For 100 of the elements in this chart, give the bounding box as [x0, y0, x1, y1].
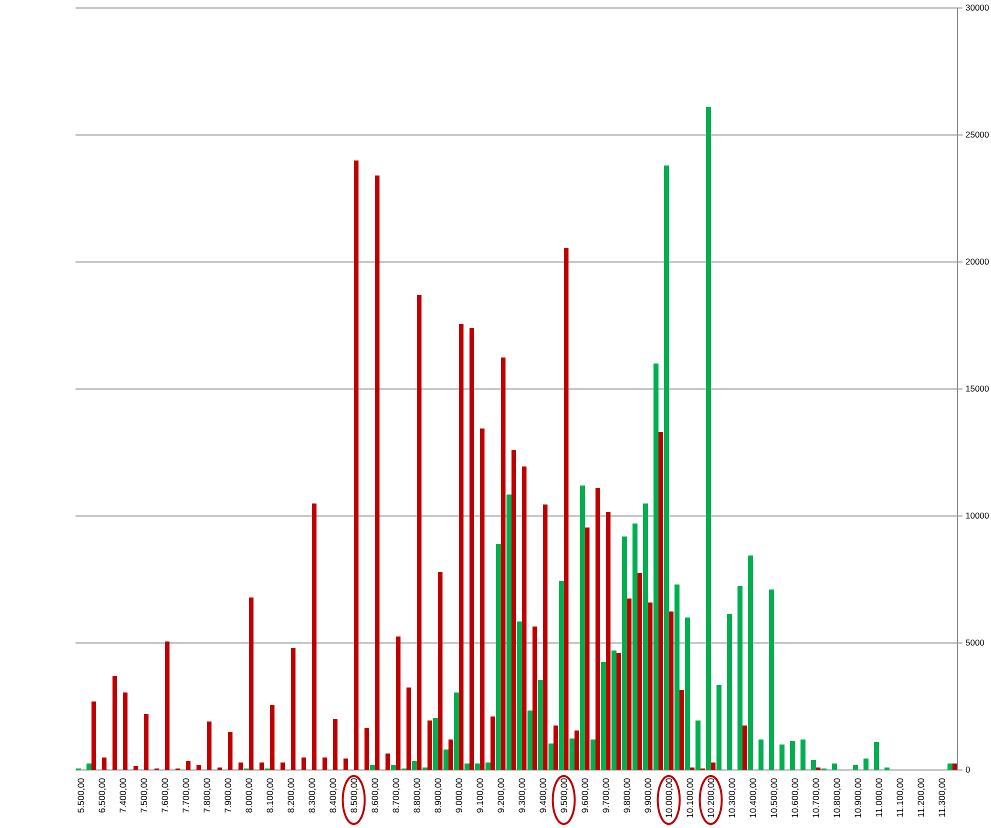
x-tick-label: 9.800,00: [622, 778, 632, 814]
x-tick-label: 11.300,00: [936, 778, 947, 818]
bar: [706, 107, 711, 770]
x-tick-label: 8.500,00: [348, 778, 359, 814]
bar: [496, 544, 501, 770]
x-tick-label: 9.700,00: [600, 778, 611, 814]
bar: [758, 740, 764, 770]
bar: [370, 764, 375, 770]
bar: [874, 742, 879, 770]
bar: [511, 450, 516, 770]
bar: [469, 328, 474, 770]
bar: [454, 692, 459, 770]
x-tick-label: 9.900,00: [642, 778, 653, 814]
x-tick-label: 10.800,00: [832, 778, 842, 818]
bar: [133, 766, 138, 770]
bar: [91, 701, 96, 770]
x-tick-label: 8.200,00: [286, 778, 296, 814]
bar: [622, 536, 627, 770]
x-tick-label: 8.300,00: [306, 778, 317, 814]
bar: [144, 714, 148, 770]
y-tick-label: 20000: [966, 256, 990, 267]
bar: [654, 364, 658, 770]
x-tick-label: 8.000,00: [244, 778, 254, 814]
x-tick-label: 8.900,00: [432, 778, 443, 814]
x-tick-label: 7.600,00: [160, 778, 170, 814]
bar: [532, 626, 537, 770]
bar: [800, 740, 806, 770]
x-tick-label: 10.100,00: [684, 778, 695, 818]
bar: [122, 692, 128, 770]
bar: [406, 687, 411, 770]
bar: [864, 758, 868, 770]
bar: [343, 758, 348, 770]
x-tick-label: 8.400,00: [328, 778, 338, 814]
bar: [538, 680, 543, 770]
bar: [685, 618, 690, 770]
bar: [522, 466, 526, 770]
bar: [811, 760, 816, 770]
bar: [228, 732, 232, 770]
bar: [559, 580, 564, 770]
bar: [648, 602, 652, 770]
bar: [206, 722, 212, 770]
bar: [458, 324, 464, 770]
bar: [606, 512, 610, 770]
x-tick-label: 10.200,00: [706, 778, 716, 818]
x-tick-label: 9.000,00: [454, 778, 464, 814]
bar: [480, 428, 484, 770]
bar: [391, 764, 396, 770]
bar: [769, 590, 774, 770]
bar: [301, 757, 306, 770]
bar: [553, 726, 558, 770]
x-tick-label: 8.800,00: [412, 778, 422, 814]
bar: [490, 716, 495, 770]
bar: [102, 757, 106, 770]
bar: [217, 767, 222, 770]
bar: [612, 650, 616, 770]
y-tick-label: 15000: [966, 384, 990, 394]
x-tick-label: 5.500,00: [76, 778, 86, 814]
bar: [832, 764, 837, 770]
bar: [595, 488, 600, 770]
bar: [385, 753, 390, 770]
y-tick-label: 10000: [966, 510, 990, 521]
bar: [742, 726, 747, 770]
bar: [248, 597, 254, 770]
x-tick-label: 10.400,00: [748, 778, 758, 818]
bar: [528, 710, 532, 770]
bar: [584, 527, 590, 770]
bar: [354, 160, 358, 770]
bar: [259, 762, 264, 770]
bar: [738, 586, 742, 770]
x-tick-label: 9.500,00: [558, 778, 569, 814]
bar: [448, 740, 453, 770]
bar: [948, 764, 952, 770]
x-tick-label: 10.600,00: [790, 778, 800, 818]
bar: [312, 503, 316, 770]
x-tick-label: 11.000,00: [874, 778, 884, 818]
bar: [643, 503, 648, 770]
x-tick-label: 9.400,00: [538, 778, 548, 814]
bar: [668, 611, 674, 770]
bar: [322, 757, 327, 770]
bar: [580, 486, 585, 770]
bar: [112, 676, 117, 770]
x-tick-label: 6.500,00: [96, 778, 107, 814]
bar: [164, 642, 170, 770]
bar: [500, 357, 506, 770]
bar: [464, 764, 470, 770]
bar: [427, 720, 432, 770]
bar: [601, 662, 606, 770]
bar: [444, 750, 448, 770]
x-tick-label: 11.100,00: [894, 778, 905, 818]
bar: [727, 614, 732, 770]
bar: [412, 761, 417, 770]
y-tick-label: 30000: [966, 2, 990, 13]
x-tick-label: 7.900,00: [222, 778, 233, 814]
bar: [710, 762, 716, 770]
bar: [186, 761, 190, 770]
bar: [637, 573, 642, 770]
bar: [590, 740, 596, 770]
bar: [542, 504, 548, 770]
x-tick-label: 9.300,00: [516, 778, 527, 814]
bar: [952, 764, 957, 770]
